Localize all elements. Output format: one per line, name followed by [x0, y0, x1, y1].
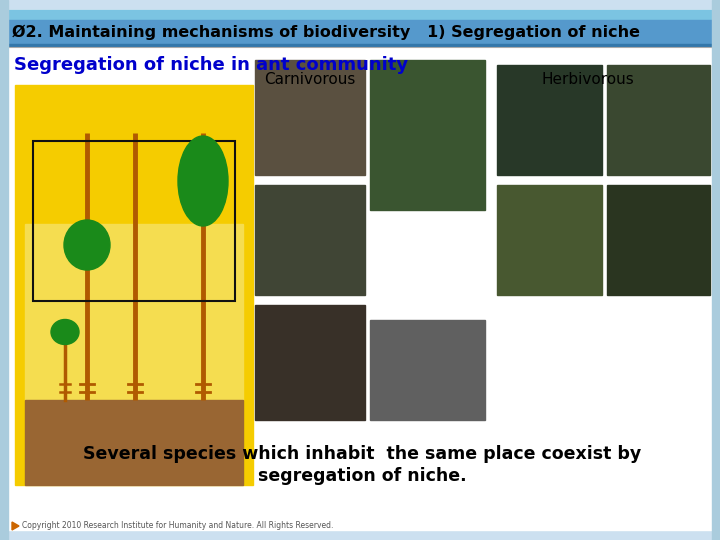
- Bar: [0, 20, 720, 44]
- Bar: [25, 400, 243, 485]
- Polygon shape: [12, 522, 19, 530]
- Text: Herbivorous: Herbivorous: [541, 72, 634, 87]
- Bar: [0, 10, 720, 20]
- Text: Segregation of niche in ant community: Segregation of niche in ant community: [14, 56, 408, 74]
- Bar: [255, 305, 365, 420]
- Bar: [712, 0, 720, 540]
- Text: Copyright 2010 Research Institute for Humanity and Nature. All Rights Reserved.: Copyright 2010 Research Institute for Hu…: [22, 522, 333, 530]
- Bar: [0, 44, 720, 46]
- Bar: [497, 185, 602, 295]
- Bar: [25, 224, 243, 400]
- Bar: [15, 85, 253, 485]
- Bar: [607, 185, 710, 295]
- Text: Carnivorous: Carnivorous: [264, 72, 356, 87]
- Bar: [0, 0, 8, 540]
- Ellipse shape: [178, 136, 228, 226]
- Bar: [497, 65, 602, 175]
- Bar: [607, 65, 710, 175]
- Text: segregation of niche.: segregation of niche.: [258, 467, 467, 485]
- Ellipse shape: [64, 220, 110, 270]
- Bar: [33, 141, 235, 301]
- Text: Ø2. Maintaining mechanisms of biodiversity   1) Segregation of niche: Ø2. Maintaining mechanisms of biodiversi…: [12, 24, 640, 39]
- Bar: [370, 60, 485, 210]
- Bar: [255, 185, 365, 295]
- Bar: [370, 320, 485, 420]
- Text: Several species which inhabit  the same place coexist by: Several species which inhabit the same p…: [83, 445, 641, 463]
- Ellipse shape: [51, 320, 79, 345]
- Bar: [255, 60, 365, 175]
